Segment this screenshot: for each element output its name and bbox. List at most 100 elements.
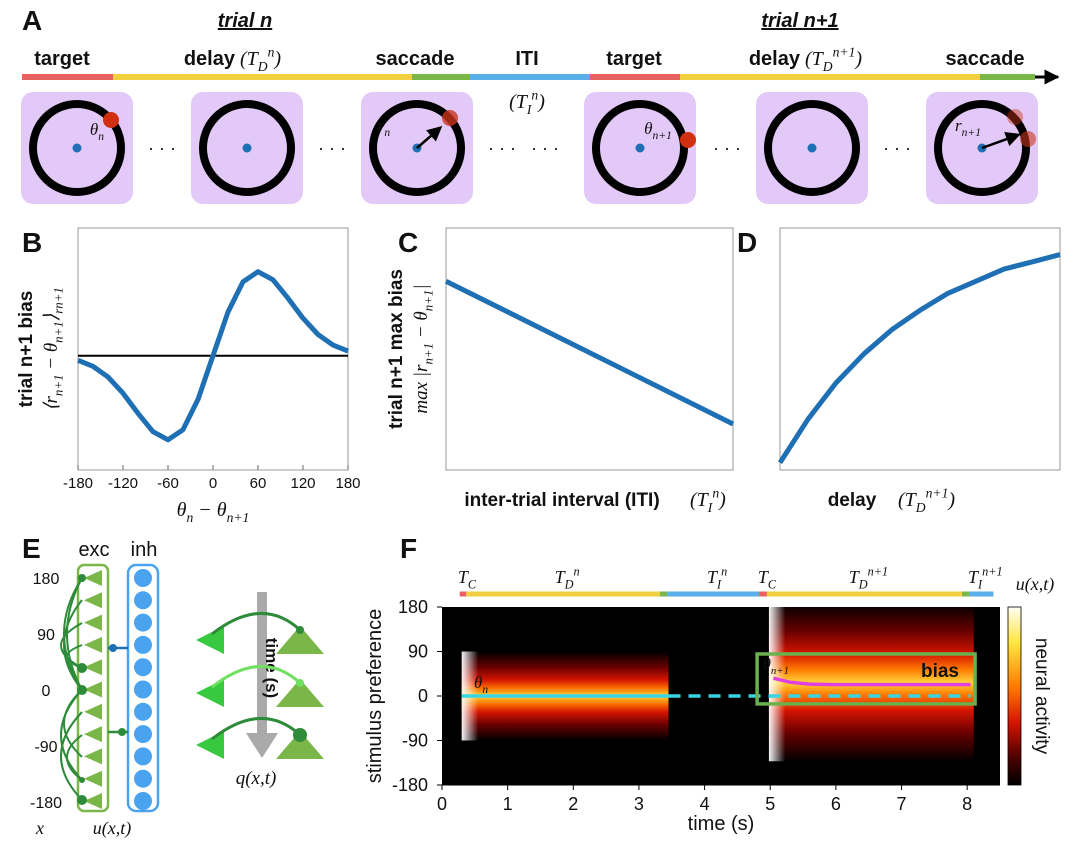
synapse: [79, 665, 85, 671]
fixation: [242, 143, 252, 153]
left-unit: [196, 731, 224, 759]
x-tick-label: 7: [897, 794, 907, 814]
inh-unit: [134, 792, 152, 810]
exc-connection: [63, 577, 83, 691]
synapse: [78, 574, 86, 582]
right-unit: [276, 731, 324, 759]
math-part: − θ: [41, 343, 62, 375]
y-label: trial n+1 max bias: [386, 269, 407, 429]
math-label: x: [35, 818, 44, 838]
math-label: TDn+1: [849, 564, 888, 591]
math-label: (TIn): [690, 486, 726, 515]
math-part: u(x,t): [1016, 574, 1054, 595]
phase-label: delay: [184, 48, 236, 70]
math-part: T: [812, 48, 825, 70]
math-part: n+1: [962, 126, 981, 139]
target-dot: [680, 132, 696, 148]
math-part: − θ: [193, 499, 226, 521]
math-label: (TIn): [509, 88, 545, 117]
math-part: q(x,t): [236, 768, 277, 789]
inh-unit: [134, 680, 152, 699]
math-part: T: [555, 567, 567, 587]
math-label: θn+1: [763, 656, 789, 677]
math-label: TDn: [555, 564, 580, 591]
math-part: n: [98, 130, 104, 143]
curve: [444, 278, 735, 427]
x-tick-label: 60: [250, 475, 267, 492]
math-label: (TDn): [240, 45, 281, 74]
math-label: rn+1: [955, 116, 981, 139]
x-tick-label: -180: [63, 475, 93, 492]
ellipsis: · · ·: [318, 138, 346, 158]
time-arrow-head: [246, 733, 278, 758]
x-label: delay: [828, 490, 877, 511]
y-tick-label: 180: [398, 597, 428, 617]
math-label: TC: [458, 567, 477, 591]
panel-label: A: [22, 5, 42, 36]
tick-label: 0: [42, 683, 51, 700]
math-part: n+1: [51, 287, 66, 309]
math-part: θ: [90, 120, 98, 139]
math-part: u(x,t): [93, 818, 131, 839]
ellipsis: · · ·: [488, 138, 516, 158]
trace: [773, 676, 971, 687]
y-label: stimulus preference: [364, 609, 386, 784]
fixation: [72, 143, 82, 153]
math-part: r: [378, 116, 385, 135]
target-dot: [103, 112, 119, 128]
tick-label: -180: [30, 795, 62, 812]
math-label: TIn+1: [968, 564, 1003, 591]
x-label: inter-trial interval (ITI): [464, 490, 659, 511]
math-part: ): [718, 489, 726, 511]
inh-column: [126, 563, 160, 813]
exc-connection: [60, 689, 83, 781]
math-part: T: [516, 91, 529, 113]
inh-unit: [134, 658, 152, 677]
math-part: r: [51, 308, 66, 314]
inh-unit: [134, 725, 152, 744]
math-part: n+1: [421, 290, 436, 312]
math-label: max |rn+1 − θn+1|: [411, 284, 436, 413]
trial-label: trial n+1: [761, 10, 838, 32]
x-tick-label: -120: [108, 475, 138, 492]
math-label: TIn: [707, 564, 727, 591]
plot-frame: [445, 227, 734, 471]
y-label-group: trial n+1 max bias: [386, 269, 407, 429]
plot-frame: [779, 227, 1061, 471]
x-tick-label: 2: [568, 794, 578, 814]
math-part: I: [977, 577, 983, 591]
column-label: inh: [131, 539, 158, 561]
curve: [77, 269, 349, 443]
ring: [369, 100, 465, 196]
exc-unit: [84, 570, 102, 586]
y-tick-label: 90: [408, 642, 428, 662]
colorbar-label: neural activity: [1031, 638, 1052, 755]
math-part: T: [458, 567, 470, 587]
panel-label: E: [22, 533, 41, 564]
saccade-arrow: [416, 126, 443, 149]
math-part: n: [482, 683, 488, 696]
math-part: n: [186, 510, 193, 525]
math-part: ⟨r: [41, 395, 62, 410]
trial-label: trial n: [218, 10, 272, 32]
phase-label: target: [34, 48, 90, 70]
math-part: T: [905, 489, 918, 511]
right-unit: [276, 626, 324, 654]
math-part: D: [822, 59, 833, 74]
synapse: [293, 728, 307, 742]
math-part: (: [898, 489, 906, 511]
exc-unit: [84, 592, 102, 609]
exc-unit: [84, 703, 102, 720]
y-label-group: max |rn+1 − θn+1|: [411, 284, 436, 413]
math-part: T: [247, 48, 260, 70]
saccade-arrow: [981, 132, 1021, 150]
math-part: n: [268, 45, 275, 60]
math-part: D: [915, 500, 926, 515]
math-part: T: [707, 567, 719, 587]
math-label: u(x,t): [1016, 574, 1054, 595]
math-part: n+1: [926, 486, 949, 501]
exc-unit: [84, 726, 102, 743]
y-tick-label: -180: [392, 775, 428, 795]
synapse: [296, 679, 304, 687]
synapse: [77, 795, 87, 805]
